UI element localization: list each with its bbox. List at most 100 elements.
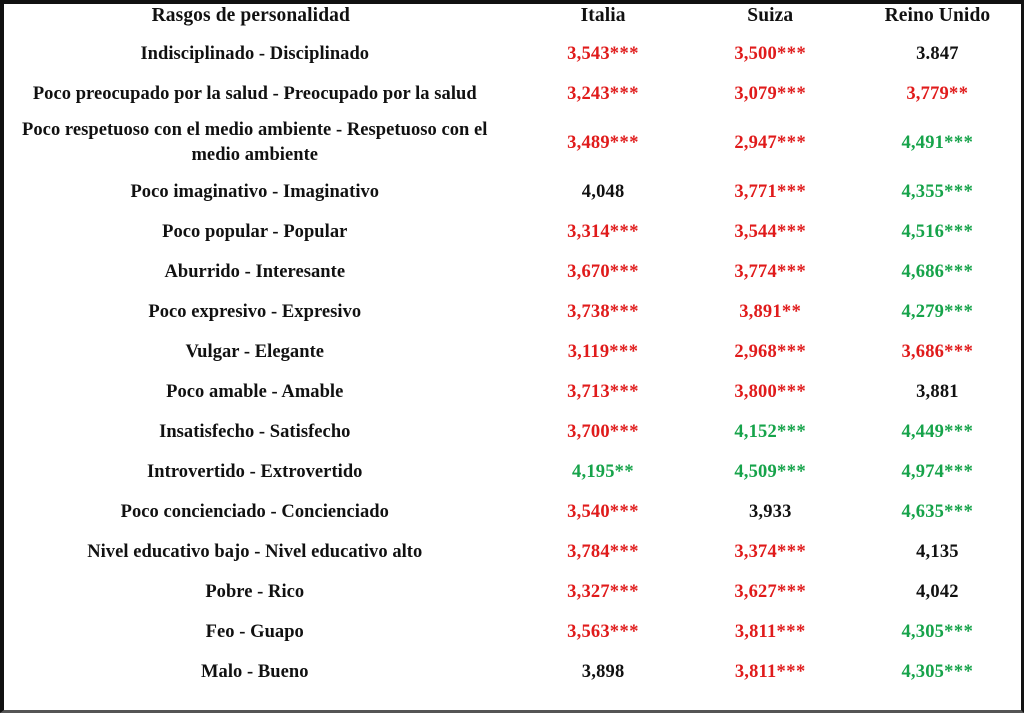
significance-stars: *** bbox=[944, 342, 974, 362]
trait-label: Poco imaginativo - Imaginativo bbox=[130, 182, 380, 202]
table-row: Poco concienciado - Concienciado 3,540***… bbox=[4, 492, 1021, 532]
value-number: 3,881 bbox=[916, 382, 959, 402]
table-row: Insatisfecho - Satisfecho 3,700*** 4,152**… bbox=[4, 412, 1021, 452]
significance-stars: *** bbox=[609, 133, 640, 153]
value-cell-reino: 4,305*** bbox=[854, 612, 1021, 652]
value-cell-reino: 3,881 bbox=[854, 372, 1021, 412]
table-row: Malo - Bueno 3,898 3,811*** 4,305*** bbox=[4, 652, 1021, 692]
significance-stars: ** bbox=[781, 302, 802, 322]
significance-stars: *** bbox=[609, 44, 640, 64]
significance-stars: *** bbox=[776, 342, 807, 362]
table-row: Introvertido - Extrovertido 4,195** 4,509*… bbox=[4, 452, 1021, 492]
value-cell-reino: 4,516*** bbox=[854, 212, 1021, 252]
value-number: 4,195 bbox=[572, 462, 615, 482]
trait-label: Poco popular - Popular bbox=[162, 222, 348, 242]
column-header-suiza: Suiza bbox=[747, 5, 794, 26]
value-cell-suiza: 3,544*** bbox=[687, 212, 854, 252]
significance-stars: *** bbox=[609, 582, 640, 602]
significance-stars: *** bbox=[609, 502, 640, 522]
significance-stars: *** bbox=[944, 302, 974, 322]
significance-stars: *** bbox=[944, 133, 974, 153]
table-body: Indisciplinado - Disciplinado 3,543*** 3,5… bbox=[4, 34, 1021, 692]
value-cell-suiza: 3,079*** bbox=[687, 74, 854, 114]
value-number: 3,489 bbox=[567, 133, 610, 153]
value-number: 4,974 bbox=[901, 462, 945, 482]
trait-label: Nivel educativo bajo - Nivel educativo a… bbox=[87, 542, 423, 562]
value-number: 3,670 bbox=[567, 262, 610, 282]
trait-label: Poco respetuoso con el medio ambiente - … bbox=[22, 120, 488, 165]
value-cell-italia: 3,738*** bbox=[520, 292, 687, 332]
value-number: 4,449 bbox=[901, 422, 945, 442]
value-cell-italia: 3,543*** bbox=[520, 34, 687, 74]
significance-stars: *** bbox=[776, 262, 807, 282]
significance-stars: *** bbox=[609, 422, 640, 442]
significance-stars: *** bbox=[776, 84, 807, 104]
value-cell-reino: 4,449*** bbox=[854, 412, 1021, 452]
value-number: 3,327 bbox=[567, 582, 610, 602]
value-number: 3,771 bbox=[734, 182, 777, 202]
value-number: 3,811 bbox=[734, 662, 777, 682]
table-header: Rasgos de personalidad Italia Suiza Rein… bbox=[4, 4, 1021, 34]
trait-label: Feo - Guapo bbox=[205, 622, 304, 642]
significance-stars: *** bbox=[609, 622, 640, 642]
value-number: 3,119 bbox=[567, 342, 610, 362]
value-number: 4,509 bbox=[734, 462, 777, 482]
significance-stars: *** bbox=[776, 44, 807, 64]
trait-label: Poco preocupado por la salud - Preocupad… bbox=[32, 84, 477, 104]
value-number: 3,243 bbox=[567, 84, 610, 104]
value-cell-reino: 3,686*** bbox=[854, 332, 1021, 372]
value-cell-italia: 3,489*** bbox=[520, 114, 687, 172]
value-cell-suiza: 4,509*** bbox=[687, 452, 854, 492]
trait-label: Indisciplinado - Disciplinado bbox=[140, 44, 370, 64]
value-cell-italia: 3,327*** bbox=[520, 572, 687, 612]
value-number: 3,713 bbox=[567, 382, 610, 402]
table-row: Poco respetuoso con el medio ambiente - … bbox=[4, 114, 1021, 172]
value-number: 3,563 bbox=[567, 622, 610, 642]
value-number: 2,947 bbox=[734, 133, 777, 153]
value-number: 3,500 bbox=[734, 44, 777, 64]
value-cell-reino: 4,042 bbox=[854, 572, 1021, 612]
value-number: 3,314 bbox=[567, 222, 610, 242]
value-cell-italia: 4,195** bbox=[520, 452, 687, 492]
value-number: 3,540 bbox=[567, 502, 610, 522]
trait-label: Pobre - Rico bbox=[205, 582, 305, 602]
value-number: 4,516 bbox=[901, 222, 945, 242]
significance-stars: ** bbox=[614, 462, 635, 482]
value-cell-italia: 3,563*** bbox=[520, 612, 687, 652]
value-number: 3,898 bbox=[581, 662, 625, 682]
value-number: 3,774 bbox=[734, 262, 777, 282]
significance-stars: *** bbox=[609, 222, 640, 242]
value-cell-reino: 3,779** bbox=[854, 74, 1021, 114]
value-number: 3,738 bbox=[567, 302, 610, 322]
table-row: Indisciplinado - Disciplinado 3,543*** 3,5… bbox=[4, 34, 1021, 74]
value-cell-suiza: 3,891** bbox=[687, 292, 854, 332]
value-number: 3,700 bbox=[567, 422, 610, 442]
significance-stars: *** bbox=[609, 302, 640, 322]
value-cell-suiza: 3,800*** bbox=[687, 372, 854, 412]
significance-stars: *** bbox=[776, 382, 807, 402]
column-header-reino-unido: Reino Unido bbox=[884, 5, 991, 26]
value-number: 3.847 bbox=[916, 44, 959, 64]
value-cell-suiza: 3,811*** bbox=[687, 652, 854, 692]
value-number: 3,544 bbox=[734, 222, 777, 242]
significance-stars: *** bbox=[776, 582, 807, 602]
table-row: Vulgar - Elegante 3,119*** 2,968*** 3,686**… bbox=[4, 332, 1021, 372]
significance-stars: *** bbox=[944, 222, 974, 242]
trait-label: Poco concienciado - Concienciado bbox=[120, 502, 389, 522]
table-row: Poco popular - Popular 3,314*** 3,544*** 4,… bbox=[4, 212, 1021, 252]
value-cell-reino: 4,974*** bbox=[854, 452, 1021, 492]
value-cell-italia: 3,119*** bbox=[520, 332, 687, 372]
value-number: 3,686 bbox=[901, 342, 945, 362]
value-number: 3,374 bbox=[734, 542, 777, 562]
value-number: 4,152 bbox=[734, 422, 777, 442]
significance-stars: *** bbox=[944, 262, 974, 282]
value-number: 4,355 bbox=[901, 182, 945, 202]
value-number: 3,079 bbox=[734, 84, 777, 104]
significance-stars: *** bbox=[944, 182, 974, 202]
trait-label: Poco amable - Amable bbox=[166, 382, 344, 402]
value-cell-reino: 4,355*** bbox=[854, 172, 1021, 212]
table-row: Pobre - Rico 3,327*** 3,627*** 4,042 bbox=[4, 572, 1021, 612]
value-number: 3,800 bbox=[734, 382, 777, 402]
significance-stars: *** bbox=[609, 342, 639, 362]
significance-stars: *** bbox=[776, 622, 806, 642]
